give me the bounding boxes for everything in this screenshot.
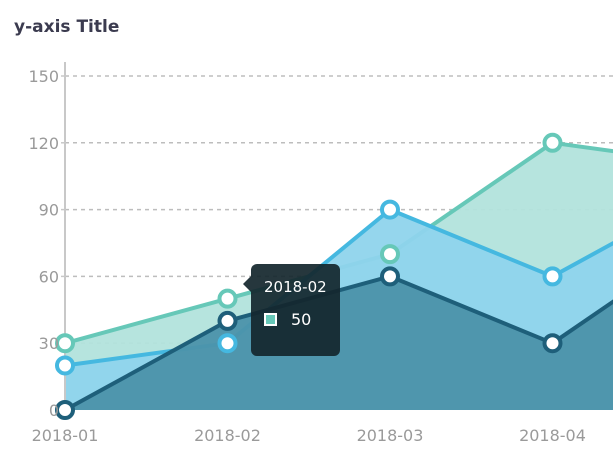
data-point xyxy=(217,310,238,331)
y-tick-label: 60 xyxy=(39,267,59,286)
data-point xyxy=(217,333,238,354)
data-point xyxy=(380,199,400,220)
x-tick-label: 2018-01 xyxy=(32,426,99,445)
data-point xyxy=(542,333,563,354)
y-tick-label: 0 xyxy=(49,401,59,420)
data-point xyxy=(217,288,238,309)
y-axis-title: y-axis Title xyxy=(14,17,120,37)
tooltip-title: 2018-02 xyxy=(264,278,327,296)
y-tick-label: 120 xyxy=(28,134,59,153)
data-point xyxy=(380,266,400,287)
data-point xyxy=(542,132,563,153)
data-point xyxy=(55,355,75,376)
x-tick-label: 2018-02 xyxy=(194,426,261,445)
x-tick-label: 2018-04 xyxy=(519,426,586,445)
tooltip-series-swatch xyxy=(264,313,277,326)
y-tick-label: 90 xyxy=(39,201,59,220)
y-tick-label: 150 xyxy=(28,67,59,86)
data-point xyxy=(380,244,400,265)
data-point xyxy=(55,333,75,354)
y-tick-label: 30 xyxy=(39,334,59,353)
x-tick-label: 2018-03 xyxy=(357,426,424,445)
data-point xyxy=(542,266,563,287)
chart-tooltip: 2018-02 50 xyxy=(243,264,340,356)
data-point xyxy=(55,400,75,420)
tooltip-value: 50 xyxy=(291,310,312,329)
tooltip-arrow xyxy=(243,276,251,292)
